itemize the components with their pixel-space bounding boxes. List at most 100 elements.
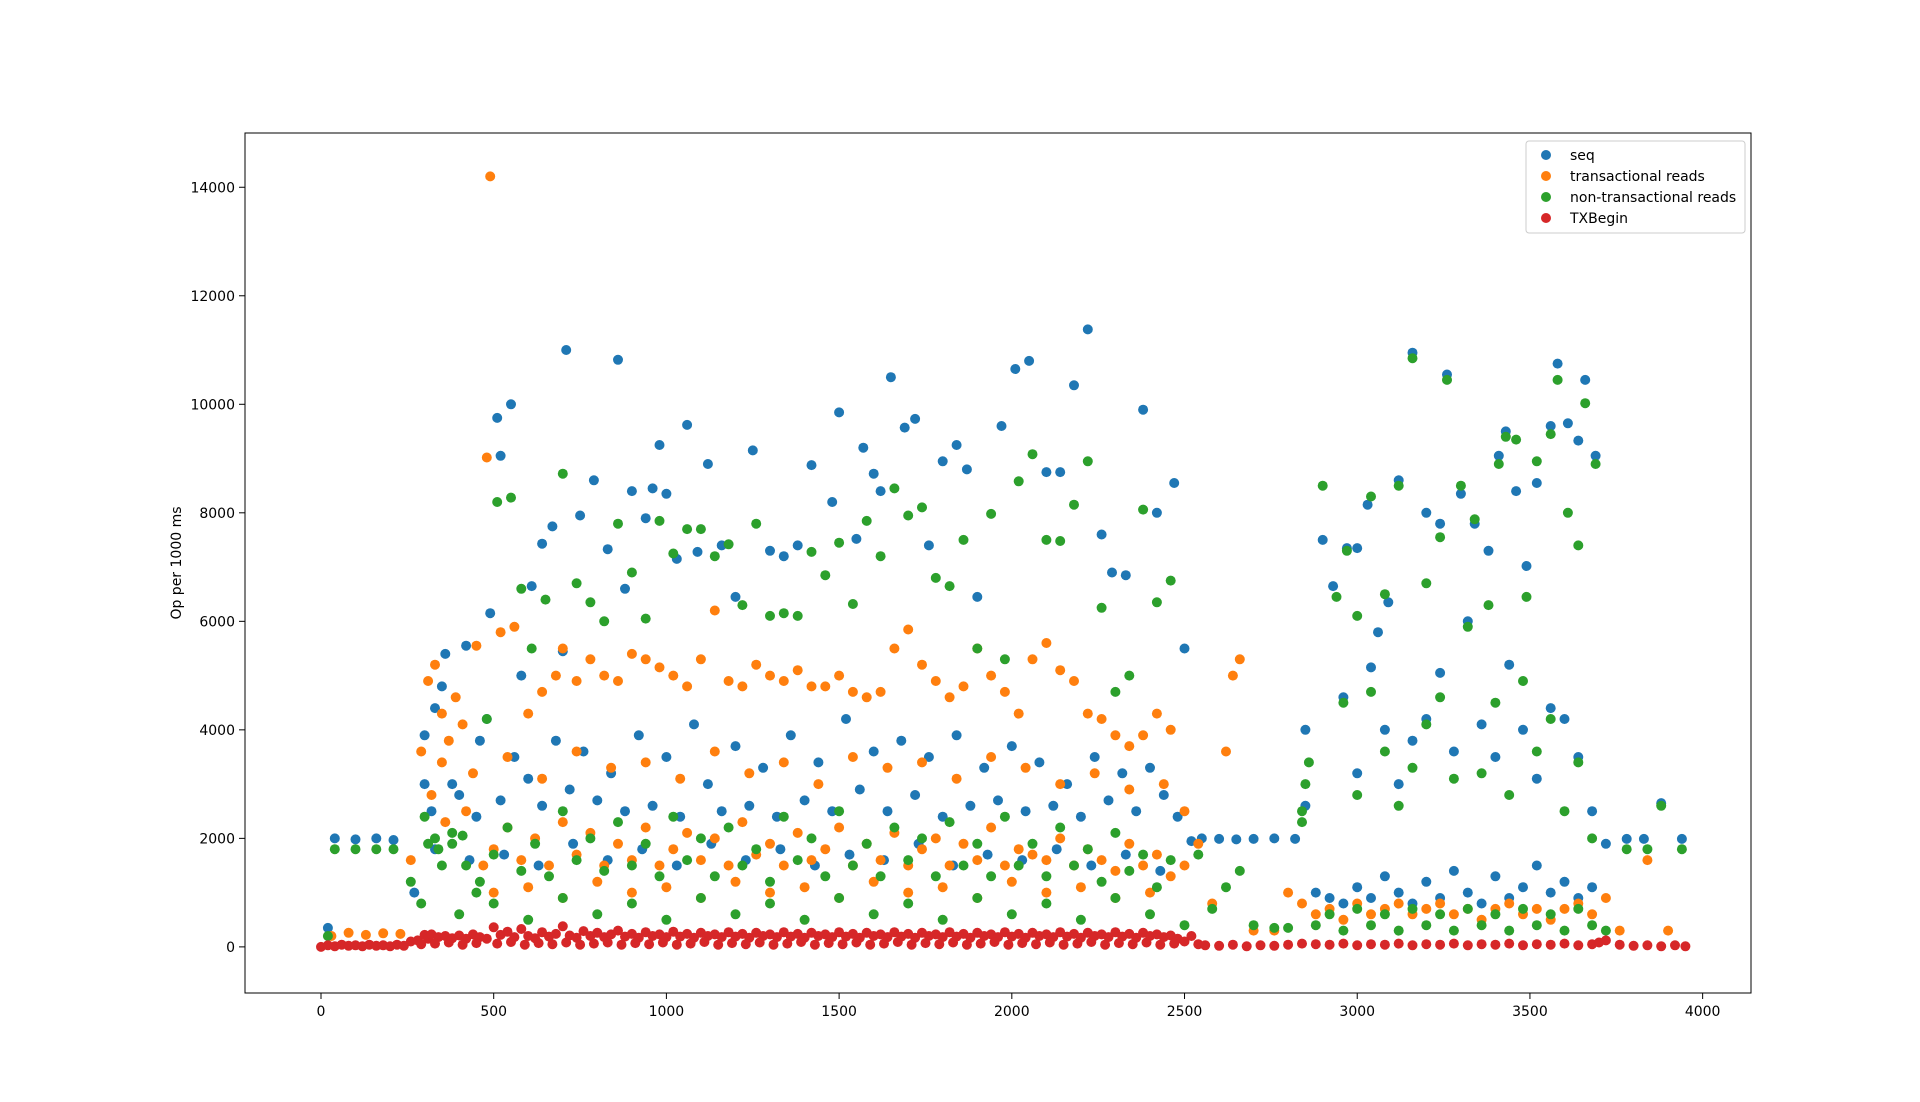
- data-point: [1324, 909, 1335, 920]
- data-point: [1151, 507, 1162, 518]
- data-point: [1393, 800, 1404, 811]
- data-point: [557, 806, 568, 817]
- data-point: [1338, 697, 1349, 708]
- data-point: [754, 937, 765, 948]
- data-point: [1103, 932, 1114, 943]
- data-point: [430, 833, 440, 844]
- data-point: [436, 681, 447, 692]
- data-point: [923, 752, 934, 762]
- data-point: [647, 483, 658, 494]
- data-point: [640, 613, 651, 624]
- data-point: [875, 486, 886, 497]
- y-tick-label: 12000: [190, 289, 235, 305]
- data-point: [575, 939, 586, 950]
- data-point: [626, 648, 637, 659]
- data-point: [1642, 940, 1653, 951]
- data-point: [1069, 380, 1079, 391]
- data-point: [668, 844, 679, 855]
- data-point: [557, 921, 568, 932]
- data-point: [1573, 435, 1584, 446]
- data-point: [461, 860, 472, 871]
- data-point: [626, 486, 637, 497]
- data-point: [1169, 478, 1180, 488]
- y-tick-label: 0: [226, 940, 235, 956]
- data-point: [350, 834, 361, 845]
- data-point: [506, 399, 516, 410]
- data-point: [1379, 871, 1390, 882]
- data-point: [471, 887, 482, 898]
- data-point: [1562, 418, 1573, 429]
- data-point: [1110, 730, 1121, 741]
- data-point: [537, 800, 548, 811]
- data-point: [1051, 844, 1062, 855]
- data-point: [1462, 940, 1473, 951]
- data-point: [481, 452, 492, 463]
- data-point: [395, 928, 406, 939]
- data-point: [1248, 920, 1259, 931]
- data-point: [523, 708, 534, 719]
- data-point: [1096, 855, 1107, 866]
- data-point: [713, 939, 724, 950]
- data-point: [751, 659, 762, 670]
- data-point: [1055, 822, 1066, 833]
- data-point: [443, 937, 454, 948]
- data-point: [474, 735, 485, 746]
- data-point: [1559, 714, 1570, 724]
- data-point: [785, 730, 796, 741]
- data-point: [1006, 876, 1017, 887]
- x-tick-label: 500: [480, 1004, 507, 1020]
- data-point: [440, 648, 451, 659]
- data-point: [1642, 844, 1653, 855]
- data-point: [1172, 811, 1183, 822]
- data-point: [1069, 499, 1079, 510]
- data-point: [626, 860, 637, 871]
- data-point: [1600, 893, 1611, 903]
- data-point: [533, 860, 544, 871]
- data-point: [771, 811, 782, 822]
- data-point: [1448, 773, 1459, 784]
- data-point: [1352, 610, 1363, 621]
- data-point: [1324, 939, 1335, 950]
- data-point: [885, 372, 896, 383]
- data-point: [1145, 762, 1155, 773]
- x-tick-label: 1500: [821, 1004, 857, 1020]
- data-point: [702, 459, 713, 469]
- data-point: [468, 768, 478, 779]
- data-point: [1124, 741, 1135, 752]
- data-point: [1165, 871, 1176, 882]
- data-point: [740, 939, 751, 950]
- data-point: [471, 938, 482, 949]
- data-point: [630, 938, 641, 949]
- data-point: [1448, 909, 1459, 920]
- data-point: [1124, 670, 1135, 681]
- data-point: [865, 939, 876, 950]
- data-point: [436, 757, 447, 768]
- series-3: [316, 921, 1691, 952]
- data-point: [1027, 654, 1038, 665]
- data-point: [1545, 714, 1556, 724]
- data-point: [723, 860, 734, 871]
- data-point: [861, 515, 872, 526]
- data-point: [1559, 903, 1570, 914]
- data-point: [847, 752, 858, 762]
- data-point: [571, 855, 582, 866]
- data-point: [930, 871, 941, 882]
- data-point: [568, 838, 579, 849]
- legend-entries: seq transactional reads non-transactional …: [1541, 148, 1736, 227]
- data-point: [1587, 882, 1598, 893]
- data-point: [847, 599, 858, 609]
- data-point: [1393, 898, 1404, 909]
- data-point: [775, 844, 786, 855]
- data-point: [1110, 865, 1121, 876]
- data-point: [1421, 876, 1432, 887]
- data-point: [834, 537, 845, 548]
- data-point: [1234, 865, 1245, 876]
- data-point: [537, 538, 548, 549]
- data-point: [820, 871, 831, 882]
- data-point: [613, 925, 623, 936]
- data-point: [1531, 478, 1542, 488]
- data-point: [806, 855, 817, 866]
- data-point: [834, 822, 845, 833]
- data-point: [1227, 939, 1238, 950]
- data-point: [917, 833, 927, 844]
